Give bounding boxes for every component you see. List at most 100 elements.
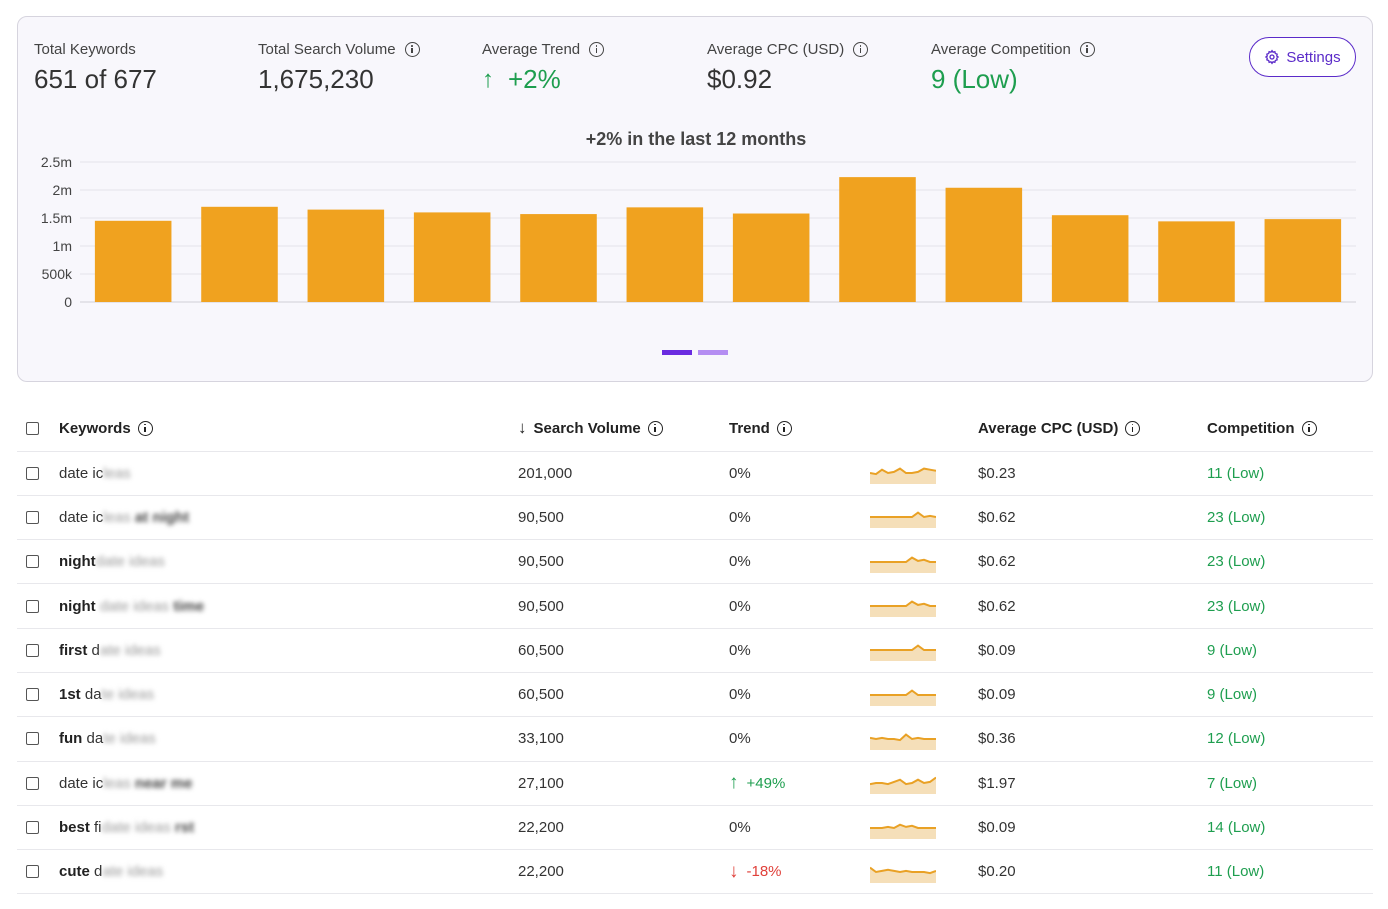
cpc-cell: $0.09 bbox=[978, 805, 1207, 851]
metric-0: Total Keywords 651 of 677 bbox=[34, 41, 157, 95]
info-icon[interactable] bbox=[853, 42, 869, 57]
keyword-cell[interactable]: first date ideas bbox=[59, 642, 161, 659]
carousel-dot-1[interactable] bbox=[662, 350, 692, 355]
row-checkbox[interactable] bbox=[26, 510, 39, 524]
table-row[interactable]: first date ideas 60,500 0% $0.09 9 (Low) bbox=[17, 628, 1373, 673]
keyword-plain: fi bbox=[89, 819, 102, 837]
keyword-blurred: date ideas bbox=[99, 597, 170, 615]
table-row[interactable]: best fidate ideas rst 22,200 0% $0.09 14 (L… bbox=[17, 805, 1373, 851]
keyword-bold: night bbox=[59, 553, 96, 571]
table-row[interactable]: date icleas near me 27,100 ↑ +49% $1.97 7 (L… bbox=[17, 761, 1373, 806]
info-icon[interactable] bbox=[404, 42, 420, 57]
info-icon[interactable] bbox=[647, 420, 663, 436]
header-search-volume[interactable]: Search Volume bbox=[533, 419, 641, 437]
keyword-cell[interactable]: date icleas near me bbox=[59, 775, 192, 792]
competition-cell: 12 (Low) bbox=[1207, 716, 1373, 762]
chart-bar[interactable] bbox=[1158, 221, 1235, 302]
search-volume-cell: 201,000 bbox=[511, 451, 729, 496]
keyword-plain: date ic bbox=[59, 508, 104, 526]
sort-down-icon[interactable]: ↓ bbox=[518, 418, 527, 438]
select-all-checkbox[interactable] bbox=[26, 421, 39, 435]
cpc-cell: $0.62 bbox=[978, 539, 1207, 585]
row-checkbox[interactable] bbox=[26, 643, 39, 657]
chart-bar[interactable] bbox=[413, 212, 491, 302]
keywords-table: Keywords ↓ Search Volume Trend Average CP… bbox=[17, 406, 1373, 895]
keyword-cell[interactable]: date icleas at night bbox=[59, 509, 189, 526]
info-icon[interactable] bbox=[1125, 420, 1141, 436]
gear-icon bbox=[1264, 49, 1280, 65]
competition-cell: 9 (Low) bbox=[1207, 672, 1373, 718]
chart-bar[interactable] bbox=[626, 207, 704, 302]
keyword-cell[interactable]: nightdate ideas bbox=[59, 553, 165, 570]
carousel-dot-2[interactable] bbox=[698, 350, 728, 355]
keyword-blurred: leas bbox=[103, 464, 131, 482]
y-tick-label: 500k bbox=[42, 266, 73, 282]
keyword-cell[interactable]: cute date ideas bbox=[59, 863, 163, 880]
competition-cell: 23 (Low) bbox=[1207, 539, 1373, 585]
metric-value: $0.92 bbox=[707, 64, 773, 94]
row-checkbox[interactable] bbox=[26, 555, 39, 569]
info-icon[interactable] bbox=[137, 420, 153, 436]
competition-cell: 23 (Low) bbox=[1207, 495, 1373, 541]
row-checkbox[interactable] bbox=[26, 688, 39, 702]
chart-bar[interactable] bbox=[1051, 215, 1129, 302]
metric-value: 9 (Low) bbox=[931, 64, 1018, 94]
row-checkbox[interactable] bbox=[26, 599, 39, 613]
chart-bar[interactable] bbox=[945, 187, 1023, 302]
row-checkbox[interactable] bbox=[26, 466, 39, 480]
header-competition[interactable]: Competition bbox=[1207, 419, 1295, 437]
keyword-cell[interactable]: best fidate ideas rst bbox=[59, 819, 194, 836]
competition-cell: 7 (Low) bbox=[1207, 761, 1373, 806]
row-checkbox[interactable] bbox=[26, 776, 39, 790]
metric-value: 1,675,230 bbox=[258, 64, 374, 94]
keyword-cell[interactable]: date icleas bbox=[59, 465, 131, 482]
cpc-cell: $0.09 bbox=[978, 628, 1207, 673]
metric-value: 651 of 677 bbox=[34, 64, 157, 94]
metric-label: Average Competition bbox=[931, 41, 1071, 58]
row-checkbox[interactable] bbox=[26, 865, 39, 879]
header-keywords[interactable]: Keywords bbox=[59, 419, 131, 437]
table-row[interactable]: date icleas at night 90,500 0% $0.62 23 (Lo… bbox=[17, 495, 1373, 541]
keyword-cell[interactable]: fun date ideas bbox=[59, 730, 156, 747]
table-row[interactable]: fun date ideas 33,100 0% $0.36 12 (Low) bbox=[17, 716, 1373, 762]
search-volume-cell: 90,500 bbox=[511, 583, 729, 629]
header-cpc[interactable]: Average CPC (USD) bbox=[978, 419, 1119, 437]
info-icon[interactable] bbox=[1079, 42, 1095, 57]
header-trend[interactable]: Trend bbox=[729, 419, 770, 437]
info-icon[interactable] bbox=[1301, 420, 1317, 436]
chart-bar[interactable] bbox=[839, 177, 916, 302]
search-volume-cell: 90,500 bbox=[511, 539, 729, 585]
chart-bar[interactable] bbox=[732, 213, 810, 302]
keyword-cell[interactable]: 1st date ideas bbox=[59, 686, 154, 703]
chart-bar[interactable] bbox=[201, 206, 278, 302]
info-icon[interactable] bbox=[776, 420, 792, 436]
chart-bar[interactable] bbox=[1264, 219, 1342, 302]
table-header-row: Keywords ↓ Search Volume Trend Average CP… bbox=[17, 406, 1373, 452]
metric-label: Total Keywords bbox=[34, 41, 136, 58]
row-checkbox[interactable] bbox=[26, 732, 39, 746]
row-checkbox[interactable] bbox=[26, 821, 39, 835]
settings-button[interactable]: Settings bbox=[1249, 37, 1356, 77]
trend-sparkline bbox=[870, 776, 936, 795]
trend-down-icon: ↓ bbox=[729, 860, 739, 882]
table-row[interactable]: date icleas 201,000 0% $0.23 11 (Low) bbox=[17, 451, 1373, 496]
competition-cell: 11 (Low) bbox=[1207, 451, 1373, 496]
chart-bar[interactable] bbox=[520, 214, 597, 302]
chart-bar[interactable] bbox=[307, 209, 385, 302]
table-row[interactable]: 1st date ideas 60,500 0% $0.09 9 (Low) bbox=[17, 672, 1373, 718]
search-volume-cell: 90,500 bbox=[511, 495, 729, 541]
y-tick-label: 1.5m bbox=[41, 210, 72, 226]
table-row[interactable]: night date ideas time 90,500 0% $0.62 23 (L… bbox=[17, 583, 1373, 629]
summary-card: Total Keywords 651 of 677 Total Search Vol… bbox=[17, 16, 1373, 382]
table-row[interactable]: nightdate ideas 90,500 0% $0.62 23 (Low) bbox=[17, 539, 1373, 585]
trend-value: 0% bbox=[729, 464, 751, 482]
metric-label: Total Search Volume bbox=[258, 41, 396, 58]
info-icon[interactable] bbox=[589, 42, 605, 57]
keyword-blurred: ate ideas bbox=[102, 863, 164, 881]
keyword-blurred: ate ideas bbox=[99, 641, 161, 659]
table-row[interactable]: cute date ideas 22,200 ↓ -18% $0.20 11 (Low) bbox=[17, 849, 1373, 895]
keyword-cell[interactable]: night date ideas time bbox=[59, 598, 204, 615]
chart-bar[interactable] bbox=[94, 220, 172, 302]
metric-label: Average CPC (USD) bbox=[707, 41, 845, 58]
keyword-plain: d bbox=[89, 863, 103, 881]
